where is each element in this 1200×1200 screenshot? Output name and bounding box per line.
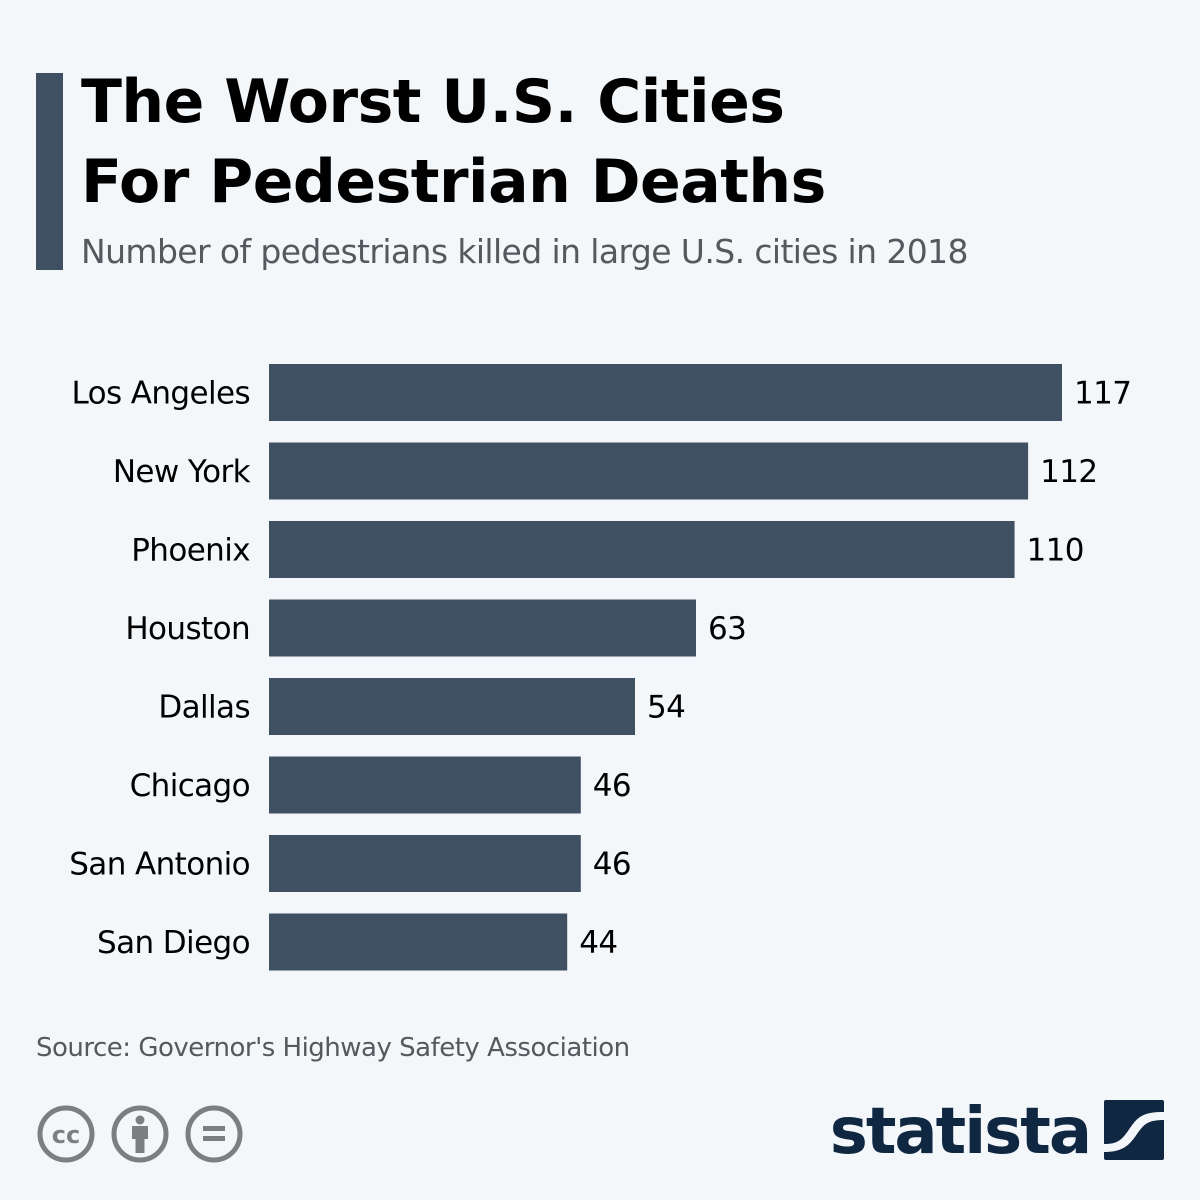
bar-group: Chicago 46 <box>130 756 632 814</box>
bar[interactable] <box>269 913 568 971</box>
chart-subtitle: Number of pedestrians killed in large U.… <box>81 232 969 271</box>
bar[interactable] <box>269 442 1029 500</box>
bar-group: New York 112 <box>113 442 1098 500</box>
value-label: 46 <box>593 847 631 883</box>
svg-text:cc: cc <box>52 1121 80 1149</box>
category-label: Houston <box>125 611 250 647</box>
title-accent-bar <box>36 73 63 270</box>
statista-logo[interactable]: statista <box>830 1100 1164 1164</box>
value-label: 110 <box>1027 533 1084 569</box>
bar[interactable] <box>269 835 581 892</box>
bar[interactable] <box>269 599 696 657</box>
bar[interactable] <box>269 521 1015 578</box>
bar-group: San Diego 44 <box>97 913 618 971</box>
chart-title: The Worst U.S. Cities For Pedestrian Dea… <box>81 62 826 222</box>
value-label: 112 <box>1040 454 1097 490</box>
license-icons: cc <box>36 1104 244 1164</box>
value-label: 63 <box>708 611 746 647</box>
cc-icon[interactable]: cc <box>36 1104 96 1164</box>
no-derivatives-icon[interactable] <box>184 1104 244 1164</box>
value-label: 54 <box>647 690 685 726</box>
bar-chart: Los Angeles 117 New York 112 Phoenix 110 Houst… <box>69 364 1132 971</box>
category-label: Los Angeles <box>71 376 250 412</box>
statista-logo-text: statista <box>829 1095 1092 1169</box>
source-note: Source: Governor's Highway Safety Associ… <box>36 1033 630 1063</box>
category-label: Dallas <box>158 690 250 726</box>
bar[interactable] <box>269 756 581 814</box>
attribution-icon[interactable] <box>110 1104 170 1164</box>
category-label: Chicago <box>130 768 250 804</box>
value-label: 44 <box>579 925 617 961</box>
bar-group: Dallas 54 <box>158 678 686 735</box>
bar-group: Los Angeles 117 <box>71 364 1132 421</box>
bar[interactable] <box>269 364 1062 421</box>
category-label: New York <box>113 454 251 490</box>
category-label: San Diego <box>97 925 250 961</box>
category-label: Phoenix <box>131 533 250 569</box>
bar-group: San Antonio 46 <box>69 835 632 892</box>
category-label: San Antonio <box>69 847 250 883</box>
statista-logo-mark-icon <box>1104 1100 1164 1164</box>
bar-group: Phoenix 110 <box>131 521 1085 578</box>
bar[interactable] <box>269 678 635 735</box>
chart-title-line-2: For Pedestrian Deaths <box>81 147 826 217</box>
bar-group: Houston 63 <box>125 599 747 657</box>
chart-title-line-1: The Worst U.S. Cities <box>81 67 785 137</box>
value-label: 117 <box>1074 376 1131 412</box>
value-label: 46 <box>593 768 631 804</box>
